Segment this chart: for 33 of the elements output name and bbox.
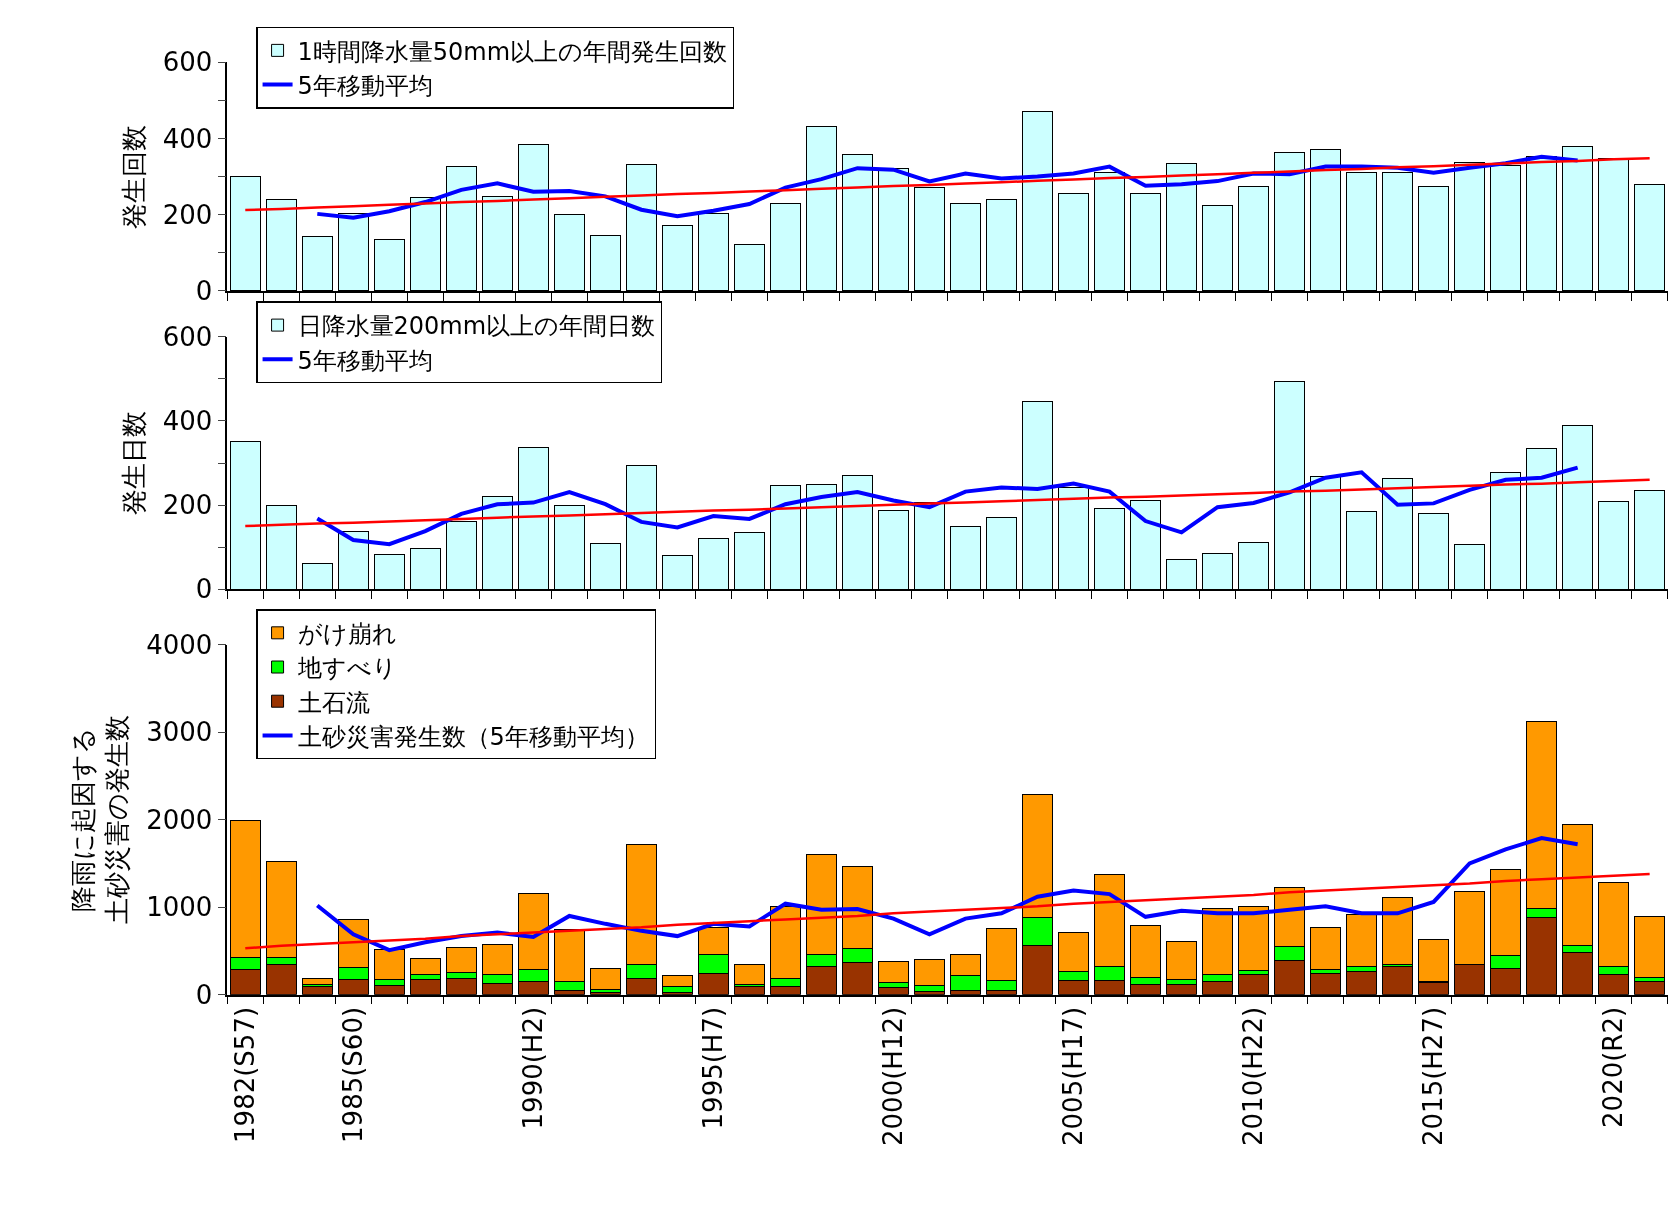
x-tick-label: 2020(R2) — [1598, 1006, 1629, 1128]
y-axis-title: 降雨に起因する土砂災害の発生数 — [68, 715, 133, 925]
y-tick-label: 0 — [195, 979, 213, 1010]
x-tick-label: 1982(S57) — [229, 1006, 260, 1143]
y-tick-label: 400 — [162, 123, 213, 154]
legend-label: 日降水量200mm以上の年間日数 — [297, 312, 656, 341]
x-tick-label: 2005(H17) — [1057, 1006, 1088, 1146]
legend-label: 5年移動平均 — [297, 346, 433, 375]
legend-label: 土砂災害発生数（5年移動平均） — [297, 722, 649, 751]
y-tick-label: 4000 — [146, 629, 213, 660]
x-tick-label: 1990(H2) — [517, 1006, 548, 1130]
x-tick-label: 1985(S60) — [337, 1006, 368, 1143]
y-axis-title: 発生日数 — [118, 411, 149, 516]
legend-label: 1時間降水量50mm以上の年間発生回数 — [297, 37, 728, 66]
y-tick-label: 200 — [162, 199, 213, 230]
y-tick-label: 0 — [195, 275, 213, 306]
y-tick-label: 400 — [162, 406, 213, 437]
y-tick-label: 2000 — [146, 804, 213, 835]
x-tick-label: 2000(H12) — [877, 1006, 908, 1146]
legend-label: 地すべり — [296, 654, 397, 683]
y-tick-label: 3000 — [146, 717, 213, 748]
x-tick-label: 2015(H27) — [1418, 1006, 1449, 1146]
legend-label: 5年移動平均 — [297, 71, 433, 100]
y-tick-label: 600 — [162, 47, 213, 78]
legend-label: がけ崩れ — [297, 620, 397, 649]
legend-label: 土石流 — [297, 688, 370, 717]
x-tick-label: 2010(H22) — [1238, 1006, 1268, 1146]
x-tick-label: 1995(H7) — [697, 1006, 728, 1130]
y-axis-title: 発生回数 — [118, 124, 149, 229]
y-tick-label: 600 — [162, 321, 213, 352]
y-tick-label: 1000 — [146, 892, 213, 923]
y-tick-label: 200 — [162, 490, 213, 521]
y-tick-label: 0 — [195, 574, 213, 605]
